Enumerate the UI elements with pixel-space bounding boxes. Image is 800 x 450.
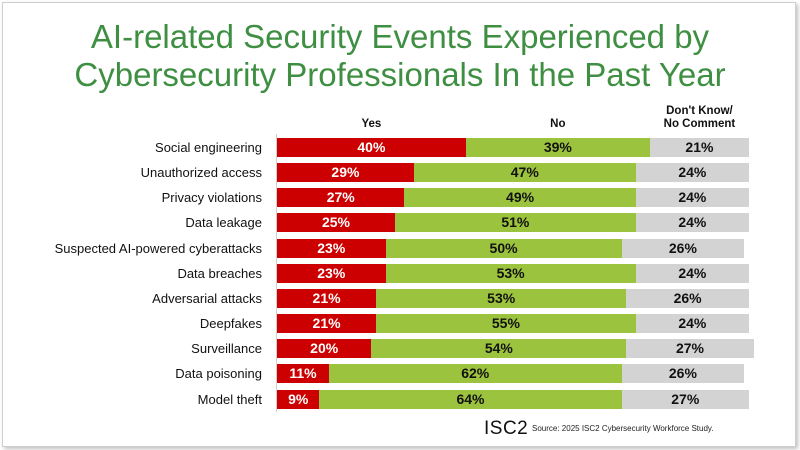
bar-segment-dont-know: 24% — [635, 213, 749, 233]
data-label: 50% — [489, 239, 518, 256]
data-label: 21% — [312, 315, 341, 332]
bar-segment-yes: 11% — [277, 364, 329, 384]
title-line-2: Cybersecurity Professionals In the Past … — [74, 56, 726, 93]
data-label: 9% — [288, 390, 309, 407]
category-label: Deepfakes — [199, 316, 262, 332]
data-label: 39% — [543, 139, 572, 155]
data-label: 40% — [357, 139, 386, 155]
category-label: Adversarial attacks — [152, 290, 262, 306]
category-label: Privacy violations — [161, 190, 262, 206]
data-label: 24% — [678, 264, 707, 281]
data-label: 25% — [321, 214, 351, 231]
isc2-logo: ISC2 — [484, 418, 529, 439]
bar-segment-dont-know: 21% — [649, 138, 749, 157]
data-label: 27% — [671, 390, 700, 407]
data-label: 49% — [506, 189, 535, 206]
data-label: 55% — [491, 315, 520, 332]
bar-segment-no: 50% — [385, 238, 622, 258]
data-label: 47% — [510, 164, 539, 181]
bar-segment-dont-know: 26% — [621, 238, 745, 258]
category-label: Surveillance — [191, 341, 262, 357]
bar-segment-yes: 21% — [277, 288, 377, 308]
category-label: Social engineering — [155, 140, 262, 155]
bar-segment-no: 53% — [376, 288, 627, 308]
title-line-1: AI-related Security Events Experienced b… — [90, 18, 710, 55]
category-axis-line — [276, 134, 277, 412]
data-label: 27% — [326, 189, 355, 206]
data-label: 54% — [484, 340, 513, 357]
bar-segment-dont-know: 24% — [635, 188, 749, 208]
bar-segment-yes: 25% — [277, 213, 395, 233]
data-label: 20% — [310, 340, 339, 357]
data-label: 11% — [289, 365, 317, 382]
chart-title: AI-related Security Events Experienced b… — [0, 18, 800, 94]
bar-segment-no: 55% — [376, 314, 636, 334]
category-label: Data poisoning — [175, 366, 262, 382]
data-label: 23% — [317, 264, 346, 281]
bar-segment-yes: 40% — [277, 138, 466, 157]
data-label: 62% — [461, 365, 490, 382]
data-label: 64% — [456, 390, 485, 407]
bar-segment-no: 54% — [371, 339, 627, 359]
bar-segment-dont-know: 26% — [621, 364, 745, 384]
data-label: 23% — [317, 239, 346, 256]
data-label: 21% — [685, 139, 714, 155]
bar-segment-no: 47% — [413, 163, 636, 183]
bar-segment-dont-know: 26% — [626, 288, 749, 308]
bar-segment-yes: 20% — [277, 339, 372, 359]
data-label: 21% — [312, 289, 341, 306]
bar-segment-yes: 27% — [277, 188, 405, 208]
data-label: 29% — [331, 164, 360, 181]
bar-segment-no: 49% — [404, 188, 636, 208]
bar-segment-no: 39% — [465, 138, 650, 157]
category-label: Model theft — [197, 391, 262, 407]
bar-segment-yes: 9% — [277, 389, 320, 409]
source-note: Source: 2025 ISC2 Cybersecurity Workforc… — [532, 424, 714, 433]
category-label: Data leakage — [185, 215, 262, 231]
bar-segment-dont-know: 24% — [635, 263, 749, 283]
bar-segment-dont-know: 27% — [621, 389, 749, 409]
bar-segment-dont-know: 27% — [626, 339, 754, 359]
bar-segment-yes: 23% — [277, 263, 386, 283]
data-label: 26% — [673, 289, 702, 306]
bar-segment-no: 51% — [395, 213, 636, 233]
legend-header-2: Don't Know/ No Comment — [663, 105, 736, 130]
data-label: 26% — [668, 239, 697, 256]
legend-header-0: Yes — [361, 118, 382, 130]
bar-segment-no: 64% — [319, 389, 622, 409]
data-label: 27% — [675, 340, 704, 357]
data-label: 53% — [496, 264, 525, 281]
category-label: Unauthorized access — [140, 165, 262, 181]
data-label: 24% — [678, 189, 707, 206]
bar-segment-dont-know: 24% — [635, 314, 749, 334]
data-label: 24% — [678, 315, 707, 332]
bar-segment-yes: 23% — [277, 238, 386, 258]
bar-segment-yes: 21% — [277, 314, 377, 334]
bar-segment-yes: 29% — [277, 163, 414, 183]
data-label: 26% — [668, 365, 697, 382]
bar-segment-no: 62% — [328, 364, 622, 384]
category-label: Data breaches — [177, 265, 262, 281]
bar-segment-no: 53% — [385, 263, 636, 283]
data-label: 24% — [678, 214, 707, 231]
bar-segment-dont-know: 24% — [635, 163, 749, 183]
data-label: 24% — [678, 164, 707, 181]
data-label: 51% — [501, 214, 530, 231]
data-label: 53% — [487, 289, 516, 306]
legend-header-1: No — [550, 118, 566, 130]
category-label: Suspected AI-powered cyberattacks — [54, 240, 262, 256]
